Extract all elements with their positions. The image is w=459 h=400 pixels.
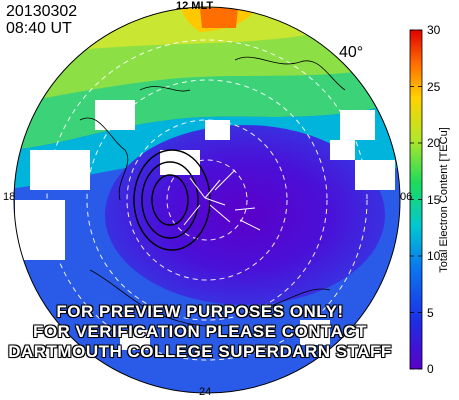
map-time: 08:40 UT xyxy=(6,20,72,37)
mlt-label-dusk: 18 xyxy=(3,191,16,203)
colorbar-tick-label: 15 xyxy=(427,192,441,207)
colorbar-tick-label: 25 xyxy=(427,79,441,94)
watermark-line-3: DARTMOUTH COLLEGE SUPERDARN STAFF xyxy=(8,342,392,361)
watermark-line-2: FOR VERIFICATION PLEASE CONTACT xyxy=(32,322,368,341)
colorbar-tick-label: 30 xyxy=(427,23,441,37)
colorbar-tick-marks xyxy=(410,29,422,370)
mlt-label-midnight: 24 xyxy=(199,386,212,398)
watermark-line-1: FOR PREVIEW PURPOSES ONLY! xyxy=(56,302,344,321)
colorbar-tick-label: 5 xyxy=(427,305,434,320)
map-date: 20130302 xyxy=(6,3,78,20)
colorbar-tick-label: 10 xyxy=(427,249,441,263)
mlt-label-dawn: 06 xyxy=(400,191,413,203)
map-boundary xyxy=(13,6,401,394)
mlt-label-noon: 12 MLT xyxy=(176,0,214,12)
latitude-label: 40° xyxy=(339,44,364,61)
colorbar-tick-label: 20 xyxy=(427,136,441,150)
colorbar-tick-label: 0 xyxy=(427,362,434,376)
